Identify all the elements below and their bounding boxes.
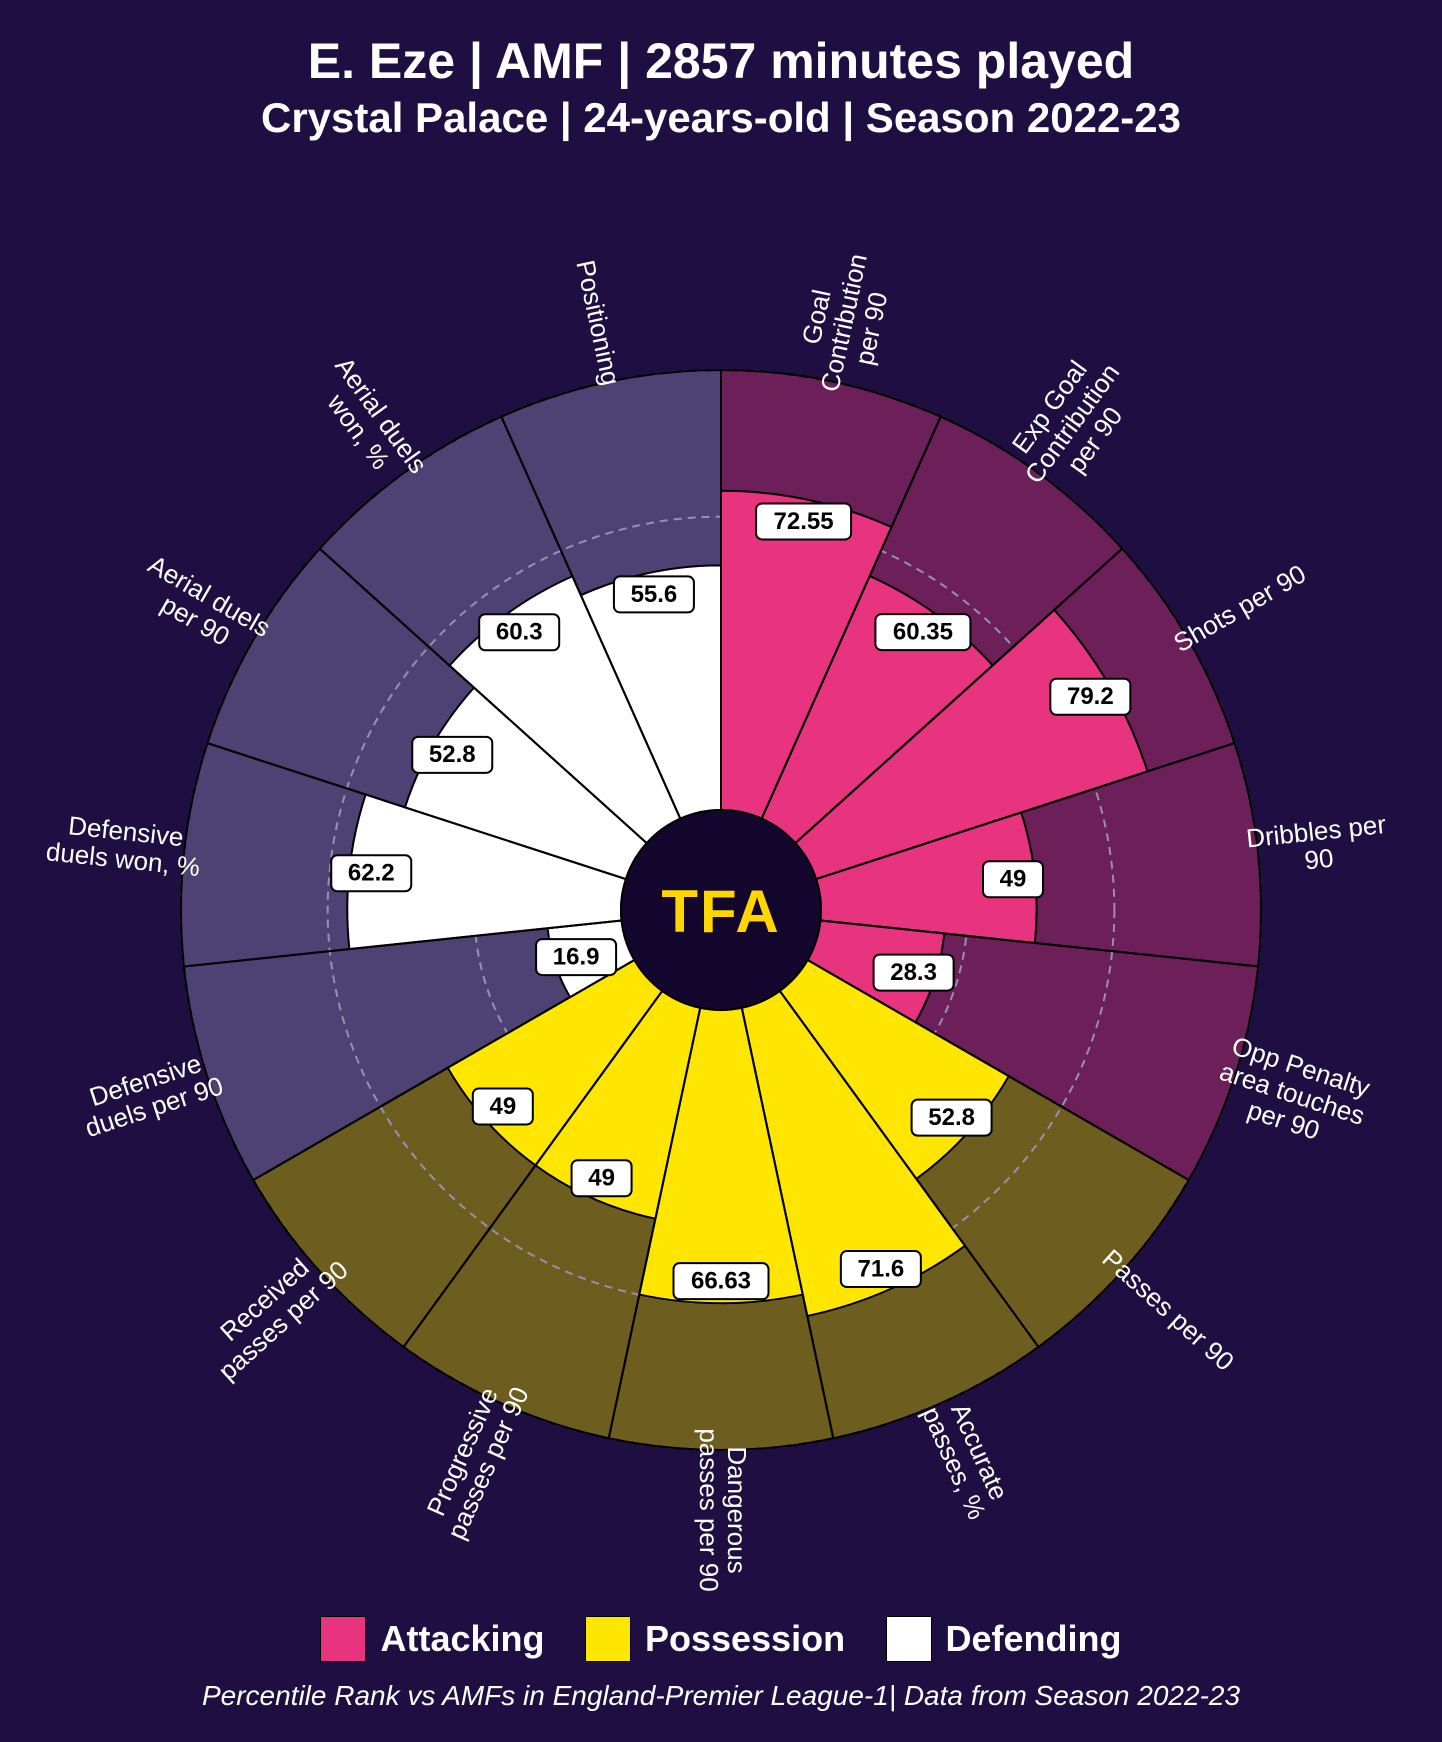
- value-label-text: 60.35: [893, 618, 953, 645]
- value-label-text: 60.3: [496, 619, 543, 646]
- metric-label-group: Opp Penaltyarea touchesper 90: [1208, 1029, 1378, 1157]
- metric-label-group: Dangerouspasses per 90: [694, 1428, 752, 1591]
- legend-swatch-defending: [886, 1616, 932, 1662]
- value-label-text: 28.3: [890, 959, 937, 986]
- metric-label-text: 90: [1303, 843, 1335, 876]
- footnote-text: Percentile Rank vs AMFs in England-Premi…: [0, 1680, 1442, 1712]
- legend-label-defending: Defending: [946, 1618, 1122, 1660]
- value-label-text: 49: [588, 1165, 615, 1192]
- value-label-text: 16.9: [553, 943, 600, 970]
- legend-item-defending: Defending: [886, 1616, 1122, 1662]
- legend-swatch-attacking: [320, 1616, 366, 1662]
- value-label-text: 72.55: [774, 508, 834, 535]
- legend-item-possession: Possession: [585, 1616, 845, 1662]
- chart-root: E. Eze | AMF | 2857 minutes played Cryst…: [0, 0, 1442, 1742]
- metric-label-text: Shots per 90: [1168, 558, 1311, 658]
- metric-label-group: Positioning: [570, 257, 626, 388]
- title-block: E. Eze | AMF | 2857 minutes played Cryst…: [0, 32, 1442, 142]
- metric-label-text: Positioning: [570, 257, 626, 388]
- metric-label-text: passes per 90: [694, 1428, 724, 1591]
- legend: Attacking Possession Defending: [0, 1616, 1442, 1667]
- value-label-text: 62.2: [348, 860, 395, 887]
- legend-label-possession: Possession: [645, 1618, 845, 1660]
- chart-title-sub: Crystal Palace | 24-years-old | Season 2…: [0, 94, 1442, 142]
- metric-label-group: Aerial duelswon, %: [307, 351, 434, 495]
- legend-label-attacking: Attacking: [380, 1618, 544, 1660]
- value-label-text: 66.63: [691, 1268, 751, 1295]
- metric-label-text: Passes per 90: [1097, 1243, 1241, 1377]
- center-logo-text: TFA: [661, 878, 780, 945]
- metric-label-group: Passes per 90: [1097, 1243, 1241, 1377]
- chart-title-main: E. Eze | AMF | 2857 minutes played: [0, 32, 1442, 90]
- legend-swatch-possession: [585, 1616, 631, 1662]
- value-label-text: 71.6: [858, 1255, 905, 1282]
- value-label-text: 49: [489, 1093, 516, 1120]
- legend-item-attacking: Attacking: [320, 1616, 544, 1662]
- value-label-text: 49: [1000, 866, 1027, 893]
- value-label-text: 79.2: [1067, 683, 1114, 710]
- metric-label-group: Defensiveduels won, %: [45, 808, 205, 882]
- value-label-text: 55.6: [631, 581, 678, 608]
- metric-label-group: Shots per 90: [1168, 558, 1311, 658]
- metric-label-text: Dangerous: [722, 1446, 752, 1573]
- value-label-text: 52.8: [928, 1104, 975, 1131]
- metric-label-group: Progressivepasses per 90: [415, 1371, 534, 1544]
- metric-label-group: Dribbles per90: [1245, 809, 1391, 881]
- value-label-text: 52.8: [429, 741, 476, 768]
- metric-label-group: Accuratepasses, %: [916, 1391, 1018, 1524]
- polar-chart-svg: 72.55 60.35 79.2 49 28.3 52.8 71.6 66.63 49 49 16.…: [21, 210, 1421, 1610]
